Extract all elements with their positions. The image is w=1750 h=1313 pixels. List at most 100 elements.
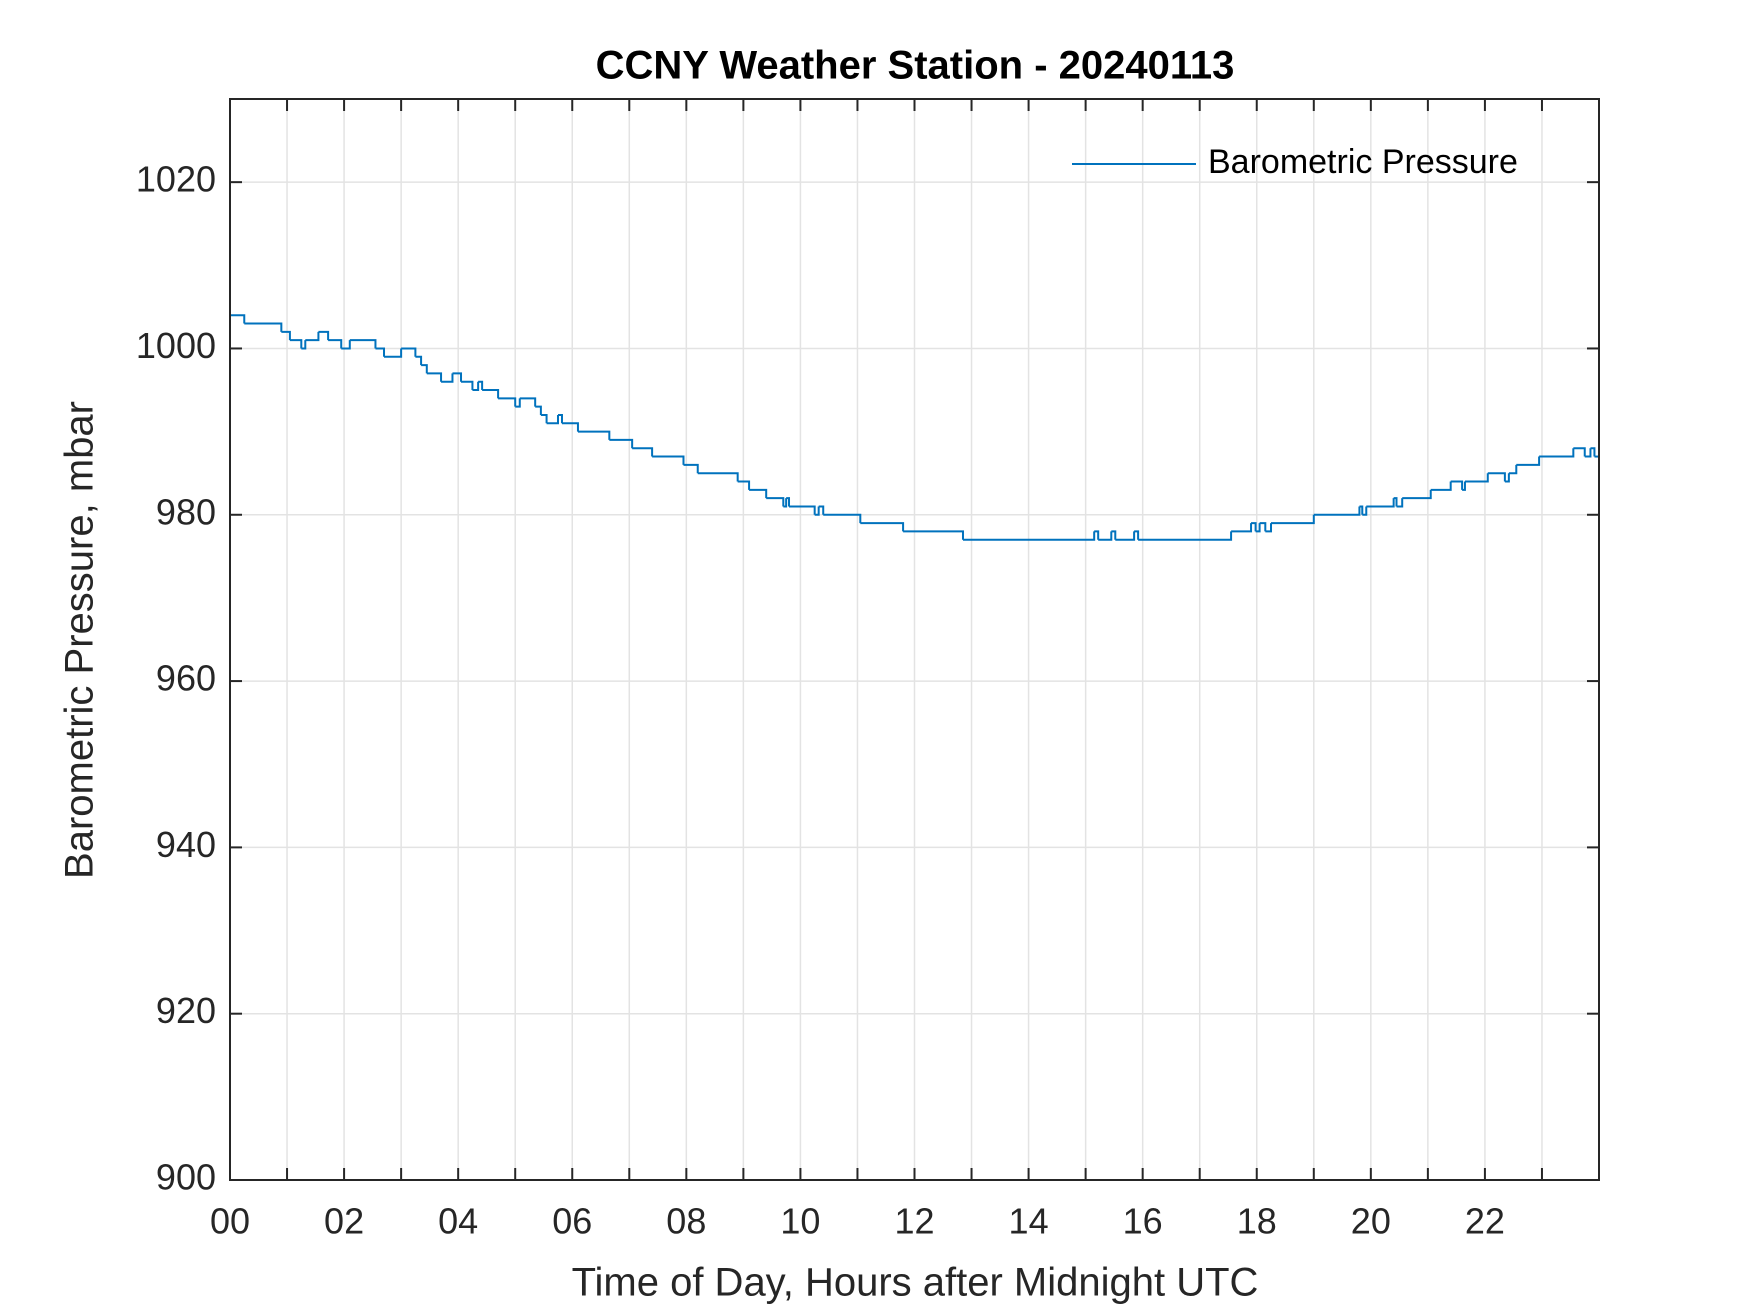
line-step — [818, 505, 825, 515]
line-step — [415, 355, 423, 366]
x-tick-label: 12 — [894, 1201, 934, 1242]
line-step — [1251, 522, 1257, 532]
line-step — [683, 463, 699, 474]
line-step — [318, 330, 330, 341]
x-tick-label: 02 — [324, 1201, 364, 1242]
line-step — [561, 422, 579, 432]
line-step — [789, 505, 816, 515]
line-step — [478, 380, 484, 391]
line-step — [1265, 523, 1273, 533]
x-axis-label: Time of Day, Hours after Midnight UTC — [572, 1261, 1259, 1305]
line-step — [814, 506, 820, 516]
legend-label: Barometric Pressure — [1208, 143, 1518, 181]
x-tick-label: 00 — [210, 1201, 250, 1242]
line-step — [557, 413, 563, 424]
line-step — [823, 513, 862, 524]
line-step — [577, 430, 611, 440]
line-step — [546, 414, 559, 425]
x-tick-label: 14 — [1009, 1201, 1049, 1242]
line-step — [540, 413, 548, 424]
y-tick-label: 960 — [156, 658, 216, 699]
line-step — [1115, 531, 1136, 541]
line-step — [632, 447, 654, 457]
line-step — [384, 348, 403, 358]
line-step — [697, 472, 739, 482]
line-step — [1402, 489, 1432, 500]
line-step — [1462, 481, 1466, 491]
line-step — [786, 497, 791, 507]
y-tick-label: 920 — [156, 990, 216, 1031]
x-tick-label: 16 — [1123, 1201, 1163, 1242]
line-step — [498, 397, 517, 407]
y-tick-label: 1000 — [136, 325, 216, 366]
line-step — [860, 522, 905, 532]
x-tick-label: 22 — [1465, 1201, 1505, 1242]
y-tick-label: 940 — [156, 824, 216, 865]
x-tick-label: 08 — [666, 1201, 706, 1242]
line-step — [482, 389, 500, 399]
line-step — [1098, 531, 1113, 541]
line-step — [535, 405, 542, 415]
x-tick-label: 20 — [1351, 1201, 1391, 1242]
line-step — [1255, 523, 1261, 533]
line-step — [305, 331, 320, 342]
line-step — [244, 322, 283, 332]
line-step — [1464, 473, 1489, 483]
line-step — [1313, 506, 1361, 516]
line-step — [1590, 447, 1596, 457]
line-step — [515, 398, 521, 408]
line-step — [1231, 523, 1253, 533]
line-step — [401, 347, 417, 357]
line-step — [1138, 531, 1233, 541]
line-step — [749, 488, 768, 499]
line-step — [1259, 522, 1267, 532]
line-step — [349, 339, 377, 349]
line-step — [1111, 530, 1117, 540]
x-tick-label: 04 — [438, 1201, 478, 1242]
x-tick-label: 06 — [552, 1201, 592, 1242]
line-step — [301, 340, 307, 350]
line-step — [1134, 530, 1140, 540]
line-step — [1362, 506, 1368, 516]
line-step — [452, 372, 463, 382]
line-step — [426, 372, 443, 382]
line-step — [766, 497, 785, 507]
line-step — [737, 480, 751, 490]
line-step — [1573, 447, 1586, 457]
chart-title: CCNY Weather Station - 20240113 — [596, 44, 1235, 88]
x-tick-label: 18 — [1237, 1201, 1277, 1242]
line-step — [1094, 530, 1100, 540]
line-step — [1539, 448, 1575, 458]
line-step — [1396, 498, 1404, 508]
line-step — [609, 438, 634, 449]
line-step — [328, 339, 343, 349]
y-tick-label: 980 — [156, 491, 216, 532]
line-step — [421, 364, 428, 374]
line-step — [962, 531, 1096, 541]
line-step — [1504, 473, 1510, 483]
line-step — [1450, 480, 1464, 490]
line-step — [1516, 456, 1541, 466]
line-step — [1359, 505, 1364, 515]
line-step — [1508, 464, 1518, 475]
line-step — [519, 397, 537, 407]
line-step — [289, 339, 303, 349]
line-step — [652, 455, 685, 465]
line-step — [441, 373, 454, 383]
line-step — [1271, 514, 1315, 525]
line-step — [1487, 472, 1506, 482]
y-axis-label: Barometric Pressure, mbar — [58, 401, 102, 879]
line-step — [461, 380, 474, 391]
line-step — [1393, 497, 1398, 507]
line-step — [903, 530, 964, 540]
line-step — [375, 347, 386, 357]
y-tick-label: 900 — [156, 1157, 216, 1198]
line-step — [341, 340, 351, 350]
x-tick-label: 10 — [780, 1201, 820, 1242]
line-step — [1584, 448, 1592, 458]
line-step — [472, 381, 480, 392]
line-step — [1430, 481, 1452, 491]
line-step — [783, 498, 788, 508]
